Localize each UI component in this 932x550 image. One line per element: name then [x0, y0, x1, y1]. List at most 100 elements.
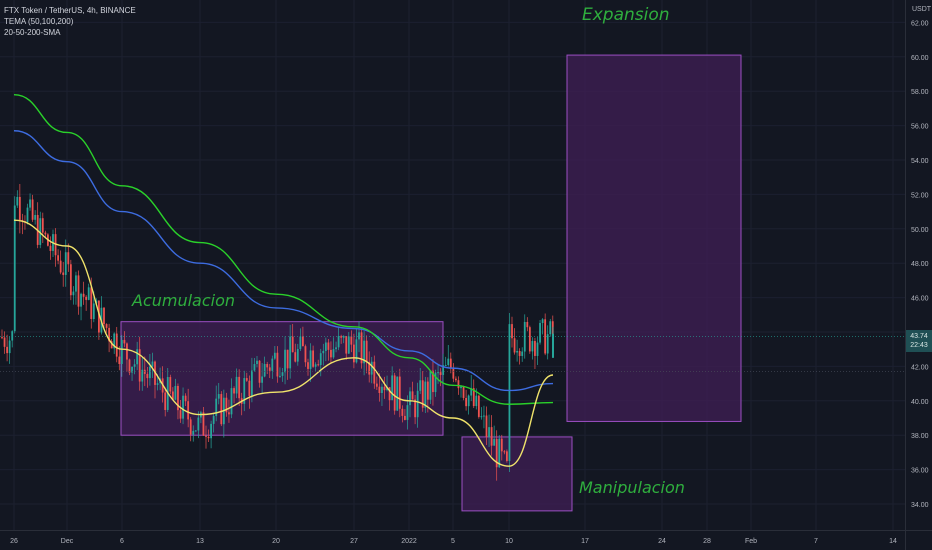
candle-down	[360, 332, 363, 364]
x-tick-label: 14	[889, 538, 897, 545]
candle-down	[304, 346, 307, 363]
candle-up	[243, 378, 246, 404]
candle-down	[82, 293, 85, 297]
candle-down	[103, 307, 105, 325]
candle-down	[307, 362, 309, 369]
candle-down	[455, 378, 457, 381]
y-tick-label: 48.00	[911, 261, 929, 268]
candle-up	[546, 334, 549, 354]
candle-down	[404, 415, 406, 420]
candle-down	[327, 342, 330, 350]
candle-up	[194, 430, 197, 432]
candle-down	[248, 380, 251, 397]
candle-down	[6, 346, 8, 354]
candle-up	[406, 405, 409, 420]
candle-up	[488, 427, 490, 438]
candle-down	[126, 343, 128, 360]
candle-down	[258, 360, 261, 383]
x-tick-label: 17	[581, 538, 589, 545]
y-tick-label: 36.00	[911, 468, 929, 475]
candle-down	[238, 376, 241, 399]
y-tick-label: 46.00	[911, 296, 929, 303]
candle-down	[41, 218, 44, 233]
candle-up	[64, 252, 67, 275]
candle-down	[317, 364, 320, 366]
candle-up	[531, 341, 534, 352]
annotation-acumulacion: Acumulacion	[132, 291, 236, 310]
candle-up	[156, 383, 159, 385]
candle-up	[470, 388, 473, 396]
candle-up	[182, 395, 184, 419]
candle-up	[347, 336, 350, 354]
current-price-time: 22:43	[910, 342, 928, 349]
candle-up	[197, 417, 200, 431]
candle-up	[174, 385, 177, 400]
candle-up	[75, 275, 77, 292]
candle-down	[378, 386, 381, 394]
candle-down	[345, 336, 348, 354]
candle-up	[324, 342, 327, 351]
y-tick-label: 40.00	[911, 399, 929, 406]
chart-legend: FTX Token / TetherUS, 4h, BINANCE TEMA (…	[4, 5, 136, 38]
candle-up	[358, 332, 360, 340]
candle-down	[449, 358, 452, 369]
candle-down	[383, 386, 386, 391]
candle-down	[276, 352, 279, 377]
candle-up	[322, 350, 325, 354]
candle-up	[480, 416, 483, 418]
candle-down	[90, 287, 93, 320]
current-price-value: 43.74	[910, 333, 928, 340]
candle-down	[506, 451, 508, 461]
candle-up	[92, 303, 95, 320]
candle-up	[113, 333, 116, 349]
candle-up	[370, 361, 373, 375]
candle-down	[67, 252, 70, 265]
candle-down	[138, 349, 141, 382]
candle-down	[388, 387, 391, 401]
candle-down	[544, 319, 547, 354]
candle-down	[465, 397, 467, 407]
candle-down	[118, 356, 121, 365]
candle-down	[115, 333, 118, 357]
candle-up	[483, 415, 485, 417]
candle-down	[401, 408, 404, 416]
x-tick-label: 27	[350, 538, 358, 545]
candle-down	[225, 397, 228, 413]
legend-indicator-1: TEMA (50,100,200)	[4, 17, 74, 26]
candle-up	[442, 365, 445, 375]
candle-down	[432, 370, 434, 393]
candle-down	[457, 380, 460, 389]
candle-down	[340, 336, 343, 338]
candle-up	[87, 287, 90, 300]
candle-down	[98, 300, 100, 333]
candle-down	[414, 399, 416, 418]
x-tick-label: Dec	[61, 538, 74, 545]
y-tick-label: 34.00	[911, 502, 929, 509]
candle-down	[534, 341, 536, 356]
candle-down	[44, 232, 47, 235]
candle-down	[171, 391, 174, 400]
candle-up	[34, 214, 37, 220]
candle-down	[1, 337, 3, 339]
candle-up	[498, 438, 501, 468]
candle-up	[210, 423, 212, 439]
candle-down	[485, 415, 488, 438]
candle-up	[363, 340, 365, 364]
moving-averages	[13, 93, 554, 467]
candle-down	[286, 349, 289, 369]
candle-up	[386, 387, 388, 391]
candle-down	[330, 349, 332, 358]
candle-up	[72, 291, 75, 296]
candle-down	[291, 336, 294, 353]
axis-unit: USDT	[912, 6, 932, 13]
ma-line-sma-20	[13, 219, 554, 467]
x-tick-label: 6	[120, 538, 124, 545]
y-tick-label: 42.00	[911, 364, 929, 371]
candle-down	[146, 373, 149, 379]
zone-box-acumulacion	[120, 321, 444, 436]
candle-down	[350, 336, 353, 345]
candle-down	[528, 327, 531, 352]
x-tick-label: 26	[10, 538, 18, 545]
candle-down	[3, 337, 6, 347]
